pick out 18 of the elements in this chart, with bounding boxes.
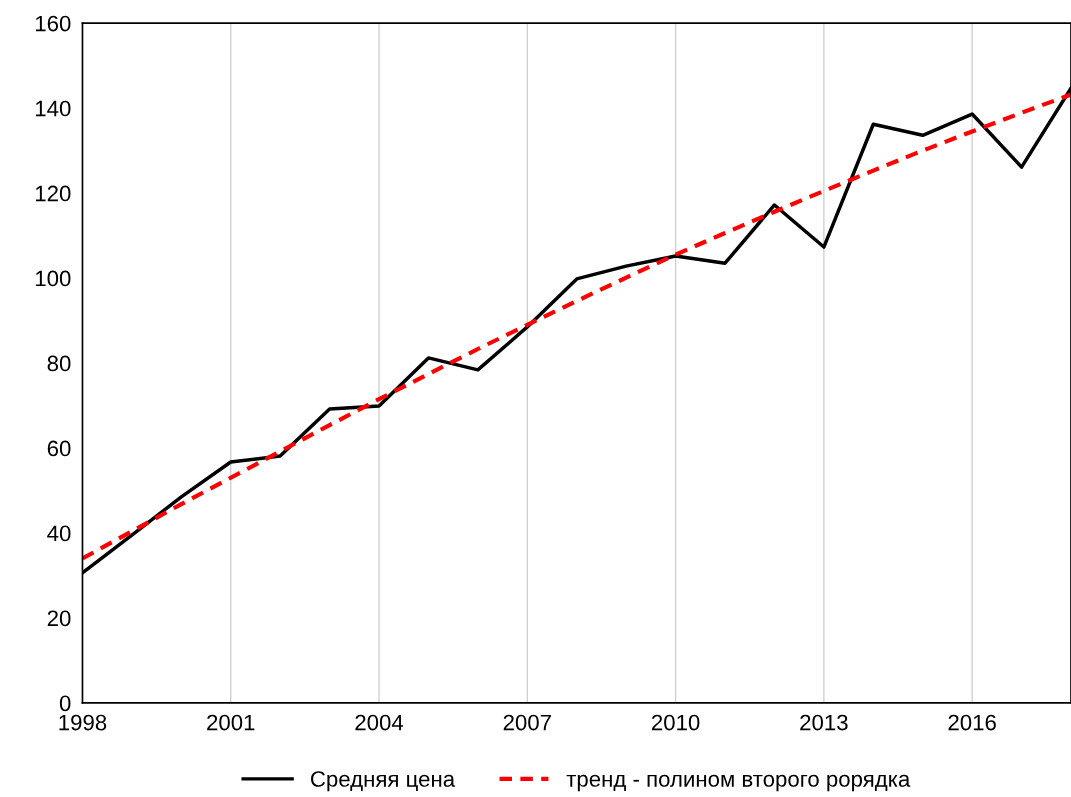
legend-label: тренд - полином второго рорядка bbox=[566, 774, 911, 792]
x-tick-label: 1998 bbox=[59, 714, 107, 731]
y-tick-label: 0 bbox=[59, 695, 71, 712]
y-tick-label: 100 bbox=[35, 270, 71, 287]
x-tick-label: 2016 bbox=[948, 714, 996, 731]
y-tick-label: 60 bbox=[47, 440, 71, 457]
x-tick-label: 2004 bbox=[355, 714, 404, 731]
x-tick-label: 2013 bbox=[800, 714, 848, 731]
y-tick-label: 40 bbox=[47, 525, 71, 542]
y-tick-label: 80 bbox=[47, 355, 71, 372]
y-tick-label: 140 bbox=[35, 100, 71, 117]
y-tick-label: 120 bbox=[35, 185, 71, 202]
x-tick-label: 2001 bbox=[207, 714, 255, 731]
legend-label: Средняя цена bbox=[311, 771, 456, 792]
x-tick-label: 2010 bbox=[651, 714, 700, 731]
y-tick-label: 160 bbox=[35, 15, 71, 32]
x-tick-label: 2007 bbox=[503, 714, 551, 731]
y-tick-label: 20 bbox=[47, 610, 71, 627]
